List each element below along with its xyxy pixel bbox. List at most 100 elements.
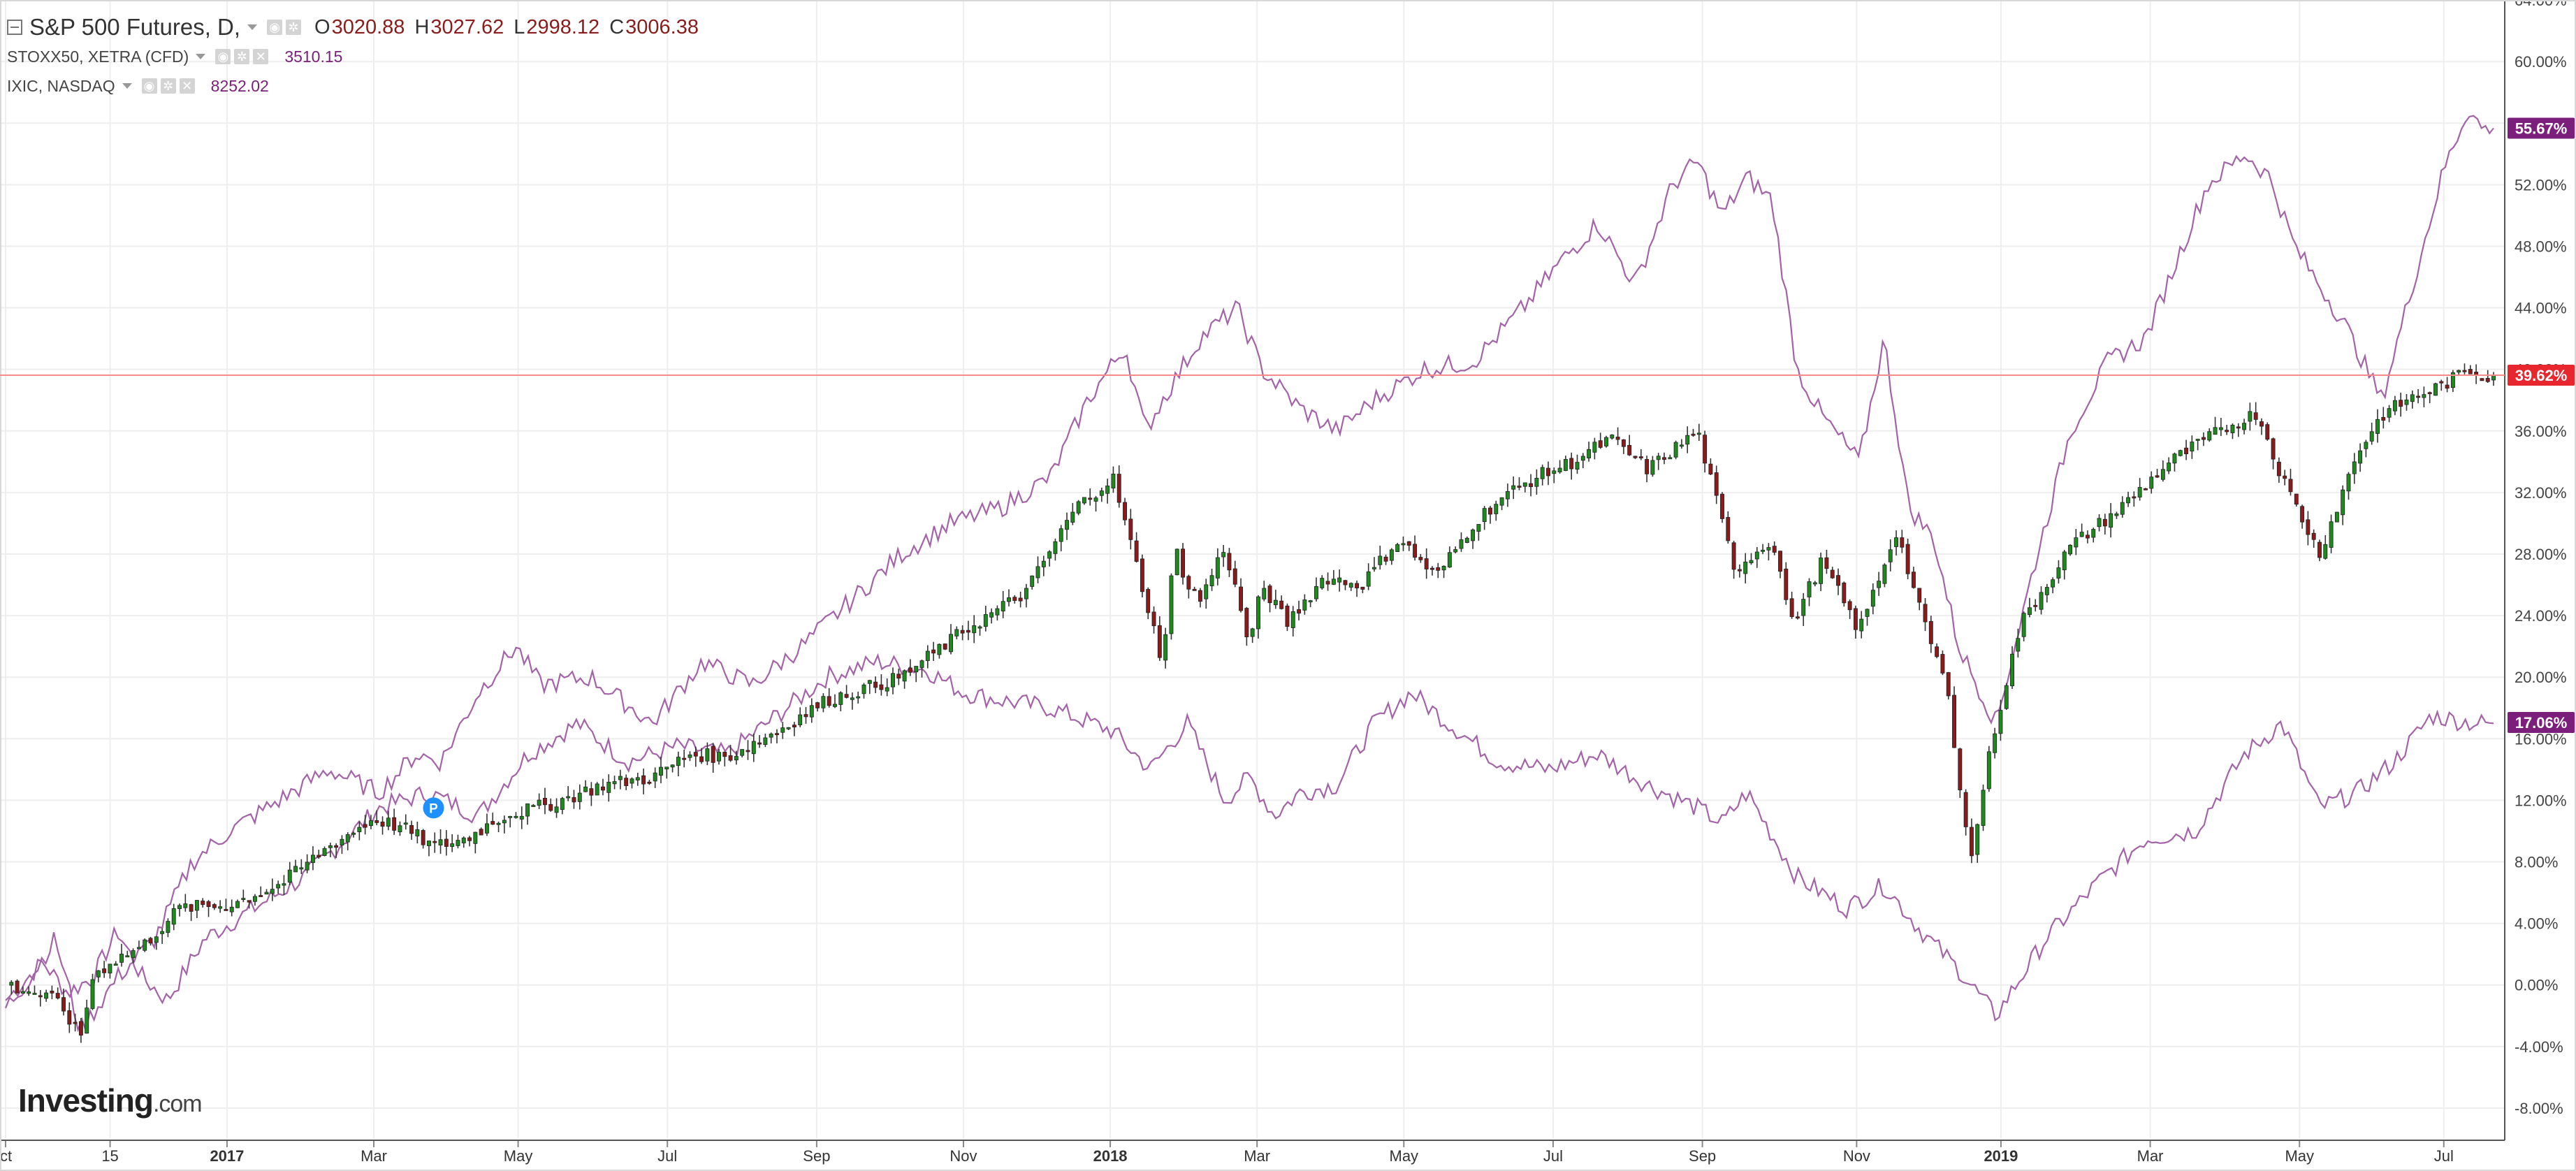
candle-body: [1784, 568, 1789, 600]
candle-body: [2439, 381, 2444, 384]
candle-body: [1198, 590, 1202, 602]
candle-body: [473, 831, 478, 844]
candle-body: [1731, 542, 1736, 570]
eye-icon[interactable]: ◉: [141, 78, 157, 94]
candle-body: [1766, 547, 1771, 551]
candle-body: [583, 786, 588, 792]
main-series-title[interactable]: S&P 500 Futures, D,: [29, 14, 241, 40]
stoxx-series-title[interactable]: STOXX50, XETRA (CFD): [7, 47, 189, 66]
candle-body: [711, 745, 715, 763]
candle-body: [2190, 442, 2195, 452]
candle-body: [717, 752, 721, 762]
candle-body: [740, 749, 745, 756]
candle-body: [194, 900, 199, 911]
candle-body: [171, 908, 176, 925]
candle-body: [896, 674, 901, 679]
candle-body: [2358, 450, 2363, 464]
candle-body: [1250, 628, 1255, 637]
candle-body: [1065, 520, 1069, 530]
candle-body: [2485, 378, 2490, 382]
chevron-down-icon[interactable]: [247, 24, 258, 30]
candle-body: [345, 834, 350, 843]
candle-body: [148, 938, 153, 944]
candle-body: [2248, 411, 2253, 422]
candle-body: [1772, 546, 1777, 553]
candle-body: [757, 742, 762, 745]
candle-body: [1105, 486, 1110, 494]
candle-body: [1169, 575, 1174, 634]
candle-body: [1778, 551, 1782, 572]
candle-body: [1331, 579, 1336, 585]
candle-body: [519, 815, 524, 820]
candle-body: [2306, 519, 2311, 535]
candle-body: [2462, 370, 2467, 372]
candle-body: [1940, 654, 1945, 674]
close-icon[interactable]: ✕: [179, 78, 195, 94]
candle-body: [687, 754, 692, 758]
candle-body: [508, 815, 513, 818]
candle-body: [1471, 529, 1476, 541]
close-icon[interactable]: ✕: [253, 49, 269, 64]
candle-body: [1424, 558, 1429, 569]
candle-body: [287, 869, 292, 883]
candle-body: [548, 803, 553, 811]
x-tick-label: Jul: [657, 1147, 677, 1165]
ixic-series-title[interactable]: IXIC, NASDAQ: [7, 76, 115, 95]
pin-icon[interactable]: [423, 797, 444, 819]
candle-body: [2085, 534, 2090, 539]
settings-icon[interactable]: ✲: [286, 20, 302, 35]
candle-body: [2109, 513, 2113, 528]
y-tick-label: 16.00%: [2515, 730, 2567, 748]
candle-body: [833, 704, 837, 707]
settings-icon[interactable]: ✲: [160, 78, 176, 94]
candle-body: [728, 755, 733, 761]
candle-body: [1366, 571, 1371, 587]
pin-label: P: [429, 801, 438, 816]
candle-body: [1557, 467, 1562, 472]
candle-body: [1343, 580, 1348, 586]
candle-body: [966, 630, 970, 633]
candle-body: [2056, 567, 2061, 579]
ixic-value: 8252.02: [210, 76, 269, 95]
candle-body: [972, 625, 977, 634]
candle-body: [624, 778, 629, 787]
candle-body: [1650, 460, 1655, 475]
chevron-down-icon[interactable]: [122, 83, 132, 89]
candle-body: [589, 788, 594, 796]
candle-body: [403, 822, 408, 825]
settings-icon[interactable]: ✲: [234, 49, 250, 64]
chevron-down-icon[interactable]: [196, 54, 206, 59]
candle-body: [514, 815, 518, 818]
candle-body: [1406, 541, 1411, 546]
candle-body: [1679, 444, 1684, 447]
candle-body: [1812, 582, 1817, 585]
candle-body: [2102, 518, 2107, 527]
candle-body: [919, 660, 924, 668]
candle-body: [1905, 544, 1910, 574]
candle-body: [444, 838, 449, 847]
candle-body: [1505, 490, 1510, 500]
candle-body: [340, 838, 344, 846]
candle-body: [1227, 553, 1232, 571]
candle-body: [1911, 572, 1916, 588]
candle-body: [1378, 555, 1383, 565]
candle-body: [1900, 537, 1905, 548]
candle-body: [873, 681, 878, 688]
candle-body: [2445, 384, 2450, 389]
eye-icon[interactable]: ◉: [215, 49, 231, 64]
y-tick-label: 64.00%: [2515, 0, 2567, 9]
candle-body: [606, 782, 611, 793]
x-tick-label: 2018: [1093, 1147, 1128, 1165]
candle-body: [601, 786, 605, 791]
candle-body: [699, 756, 704, 762]
candle-body: [2120, 502, 2125, 515]
candle-body: [1598, 440, 1603, 448]
candle-body: [1123, 502, 1127, 521]
eye-icon[interactable]: ◉: [267, 20, 283, 35]
candle-body: [2468, 369, 2473, 374]
candle-body: [1714, 472, 1719, 496]
candle-body: [879, 684, 884, 690]
collapse-icon[interactable]: [7, 20, 22, 35]
